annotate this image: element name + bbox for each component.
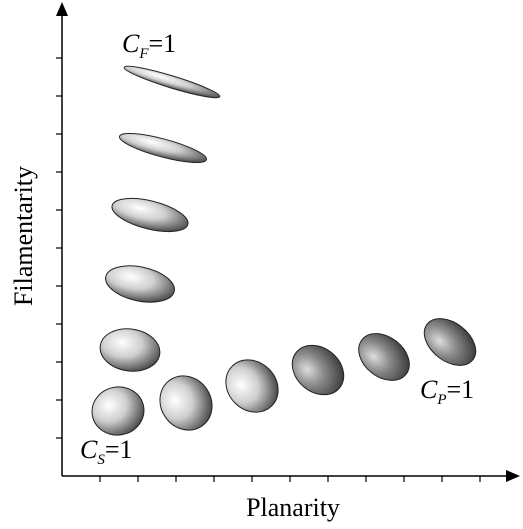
ellipsoid [423,318,477,366]
ellipsoid [291,344,345,396]
ellipsoid [358,333,410,381]
ellipsoid [105,265,175,303]
x-arrow [506,470,520,482]
y-axis-label: Filamentarity [9,166,38,306]
ellipsoid [99,328,161,372]
ticks [56,57,481,482]
label-cf: CF=1 [122,29,176,62]
label-cp: CP=1 [420,375,474,408]
ellipsoid [111,197,189,233]
x-axis-label: Planarity [246,493,340,522]
y-arrow [56,2,68,16]
ellipsoid [123,65,221,99]
ellipsoid [225,359,279,413]
axes [61,12,510,477]
ellipsoid [91,386,145,436]
label-cs: CS=1 [80,435,133,468]
ellipsoid [118,132,208,164]
ellipsoid [159,375,213,431]
ellipsoids [91,65,477,436]
